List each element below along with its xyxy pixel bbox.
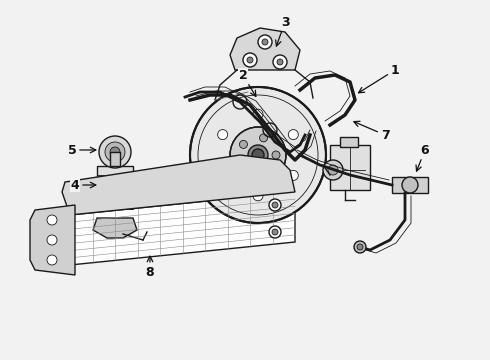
Circle shape — [272, 151, 280, 159]
Circle shape — [323, 160, 343, 180]
Circle shape — [402, 177, 418, 193]
Circle shape — [262, 39, 268, 45]
Circle shape — [248, 145, 268, 165]
Bar — [340, 137, 358, 147]
Circle shape — [253, 191, 263, 201]
Circle shape — [47, 235, 57, 245]
Bar — [97, 166, 133, 218]
Text: 1: 1 — [359, 63, 399, 93]
Circle shape — [288, 130, 298, 140]
Text: 3: 3 — [276, 15, 289, 46]
Circle shape — [240, 162, 247, 170]
Circle shape — [252, 149, 264, 161]
Circle shape — [258, 35, 272, 49]
Circle shape — [253, 109, 263, 119]
Text: 2: 2 — [239, 68, 256, 96]
Polygon shape — [93, 218, 137, 238]
Polygon shape — [30, 205, 75, 275]
Circle shape — [273, 55, 287, 69]
Circle shape — [230, 127, 286, 183]
Circle shape — [190, 87, 326, 223]
Circle shape — [218, 130, 228, 140]
Text: 6: 6 — [416, 144, 429, 171]
Text: 7: 7 — [354, 121, 390, 141]
Text: 8: 8 — [146, 256, 154, 279]
Text: 4: 4 — [71, 179, 96, 192]
Circle shape — [247, 57, 253, 63]
Circle shape — [110, 147, 120, 157]
Text: 5: 5 — [68, 144, 96, 157]
Circle shape — [354, 241, 366, 253]
Circle shape — [357, 244, 363, 250]
Circle shape — [260, 168, 268, 176]
Circle shape — [260, 134, 268, 142]
Circle shape — [288, 170, 298, 180]
Circle shape — [47, 215, 57, 225]
Circle shape — [99, 136, 131, 168]
Circle shape — [272, 202, 278, 208]
Circle shape — [277, 59, 283, 65]
Bar — [330, 145, 370, 190]
Circle shape — [47, 255, 57, 265]
Polygon shape — [70, 192, 295, 265]
Circle shape — [272, 229, 278, 235]
Bar — [392, 177, 428, 193]
Circle shape — [328, 165, 338, 175]
Circle shape — [269, 199, 281, 211]
Circle shape — [105, 142, 125, 162]
Circle shape — [243, 53, 257, 67]
Bar — [110, 152, 120, 166]
Polygon shape — [62, 155, 295, 215]
Circle shape — [240, 140, 247, 148]
Polygon shape — [230, 28, 300, 70]
Circle shape — [218, 170, 228, 180]
Circle shape — [269, 226, 281, 238]
